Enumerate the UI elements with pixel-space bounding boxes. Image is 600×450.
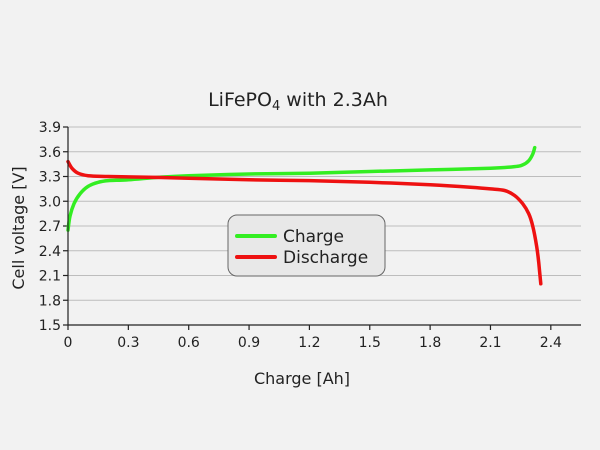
y-tick-labels: 1.5 1.8 2.1 2.4 2.7 3.0 3.3 3.6 3.9 [39,120,61,334]
x-tick-label: 1.8 [419,335,441,351]
y-tick-label: 2.4 [39,244,61,260]
x-axis-label: Charge [Ah] [254,369,350,388]
y-tick-label: 2.1 [39,269,61,285]
y-tick-label: 2.7 [39,219,61,235]
y-tick-label: 3.6 [39,145,61,161]
x-tick-label: 1.2 [298,335,320,351]
legend: Charge Discharge [227,214,386,277]
y-tick-label: 1.8 [39,293,61,309]
series-line-discharge [66,159,543,286]
series-lines [66,145,543,286]
x-tick-labels: 0 0.3 0.6 0.9 1.2 1.5 1.8 2.1 2.4 [64,335,563,351]
y-tick-label: 1.5 [39,318,61,334]
chart-title: LiFePO4 with 2.3Ah [208,89,388,114]
series-line-charge [66,145,537,232]
x-tick-label: 0.6 [178,335,200,351]
x-tick-label: 0.3 [117,335,139,351]
x-tick-label: 0 [64,335,73,351]
legend-label-charge: Charge [283,227,344,247]
y-tick-label: 3.3 [39,170,61,186]
y-tick-label: 3.9 [39,120,61,136]
y-axis-label: Cell voltage [V] [9,166,28,289]
y-tick-label: 3.0 [39,194,61,210]
legend-box [227,214,386,277]
legend-label-discharge: Discharge [283,248,368,268]
x-tick-label: 2.4 [540,335,562,351]
x-tick-label: 2.1 [479,335,501,351]
x-tick-label: 1.5 [359,335,381,351]
x-tick-label: 0.9 [238,335,260,351]
